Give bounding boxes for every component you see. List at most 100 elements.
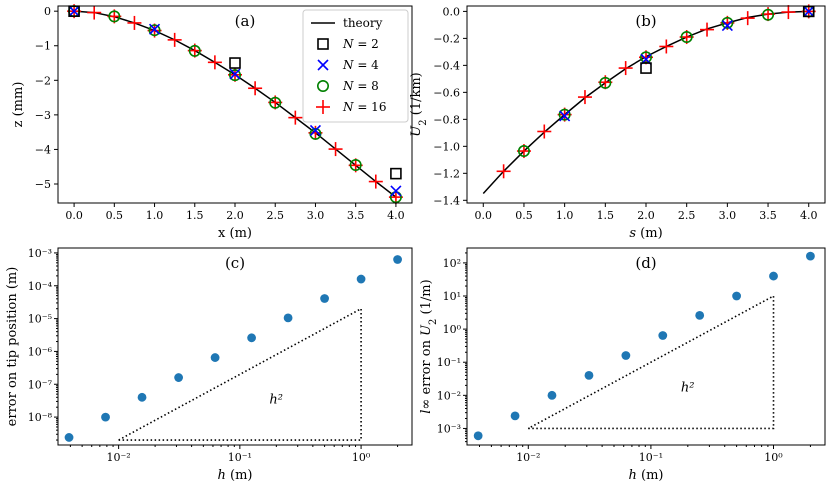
data-point <box>368 174 383 189</box>
marker-stroke <box>721 19 733 32</box>
slope-triangle <box>118 307 362 441</box>
series-plus <box>496 4 816 179</box>
data-point <box>537 124 552 139</box>
data-point <box>496 164 511 179</box>
axes-frame <box>466 5 826 204</box>
axes-frame <box>57 247 413 446</box>
y-tick-label: 10⁻³ <box>437 422 461 435</box>
legend-label: theory <box>343 16 383 30</box>
data-point <box>64 433 74 442</box>
data-point <box>108 10 121 23</box>
marker-stroke <box>229 68 241 80</box>
data-point <box>658 331 668 340</box>
label-part: (m) <box>637 468 664 483</box>
y-tick-label: 10² <box>443 257 461 270</box>
data-point <box>473 431 483 441</box>
data-point <box>328 142 343 157</box>
x-tick-label: 2.0 <box>226 209 244 222</box>
label-part: = 2 <box>354 37 379 51</box>
data-point <box>806 251 815 261</box>
y-tick-label: −1.2 <box>433 167 460 180</box>
marker-stroke <box>390 185 402 197</box>
y-tick-label: −4 <box>35 143 51 156</box>
data-point <box>148 23 161 35</box>
label-part: N <box>342 100 354 114</box>
x-tick-label: 4.0 <box>387 209 405 222</box>
label-part: h <box>629 468 637 483</box>
label-part: U <box>409 125 424 137</box>
data-point <box>229 68 241 80</box>
data-point <box>188 44 201 57</box>
slope-label: h² <box>681 380 695 395</box>
x-tick-label: 3.0 <box>719 209 737 222</box>
data-point <box>577 90 592 105</box>
panel-label: (b) <box>635 12 656 30</box>
panel-label: (d) <box>635 254 656 272</box>
marker-stroke <box>803 5 815 17</box>
label-part: (m) <box>226 468 253 483</box>
y-tick-label: 10⁰ <box>443 323 462 336</box>
data-point <box>288 110 303 125</box>
data-point <box>618 61 633 76</box>
label-part: (1/km) <box>409 72 424 119</box>
data-point <box>229 69 242 82</box>
data-point <box>167 32 182 47</box>
data-point <box>283 313 293 323</box>
data-point <box>547 390 557 400</box>
x-tick-label: 10⁰ <box>764 451 783 464</box>
label-part: (m) <box>636 226 663 241</box>
data-point <box>309 124 322 136</box>
x-axis-label: x (m) <box>218 226 252 241</box>
legend-label: N = 4 <box>342 58 379 72</box>
y-tick-label: 10⁻² <box>437 389 461 402</box>
y-tick-label: 10⁻⁶ <box>28 345 53 358</box>
data-point <box>269 96 282 109</box>
y-axis-label: z (mm) <box>11 82 26 128</box>
x-tick-label: 1.5 <box>186 209 204 222</box>
data-point <box>769 271 778 281</box>
data-point <box>559 110 571 122</box>
y-tick-label: 10⁻³ <box>28 247 52 260</box>
y-tick-label: −0.4 <box>433 59 460 72</box>
x-tick-label: 10⁰ <box>352 451 371 464</box>
data-point <box>700 22 715 37</box>
data-point <box>127 15 142 30</box>
x-tick-label: 4.0 <box>800 209 818 222</box>
x-tick-label: 0.5 <box>106 209 124 222</box>
y-tick-label: −1.0 <box>433 140 460 153</box>
data-point <box>621 351 631 360</box>
data-point <box>247 333 256 343</box>
panel-label: (c) <box>225 254 245 272</box>
x-tick-label: 3.5 <box>347 209 365 222</box>
label-part: l <box>419 410 434 414</box>
data-point <box>781 5 796 20</box>
legend-marker <box>317 38 329 50</box>
y-tick-label: 10⁻⁸ <box>28 411 53 424</box>
panel-label: (a) <box>235 12 256 30</box>
label-part: s <box>629 226 636 241</box>
series-x <box>559 5 815 122</box>
series-x <box>68 5 402 197</box>
marker-stroke <box>309 124 322 136</box>
panel-d: h² 10⁻² 10⁻¹ 10⁰ 10⁻³ 10⁻² 10⁻¹ 10⁰ 10¹ 10² (d) h (… <box>419 247 826 483</box>
x-tick-label: 10⁻¹ <box>639 451 663 464</box>
legend-marker <box>317 59 329 71</box>
legend-label: N = 2 <box>342 37 379 51</box>
legend-box <box>302 9 409 123</box>
data-point <box>309 127 322 140</box>
y-axis-label: error on tip position (m) <box>5 267 20 427</box>
data-point <box>659 39 674 54</box>
y-tick-label: −3 <box>35 109 51 122</box>
panel-a: 0.0 0.5 1.0 1.5 2.0 2.5 3.0 3.5 4.0 0 −1 −2 −3 −4 −5 (a… <box>11 4 413 241</box>
series-circle <box>517 5 815 158</box>
y-tick-label: −1.4 <box>433 194 460 207</box>
x-tick-label: 3.5 <box>759 209 777 222</box>
data-point <box>68 5 80 17</box>
y-tick-label: 10⁻⁴ <box>28 280 53 293</box>
x-tick-label: 1.0 <box>556 209 574 222</box>
y-tick-label: 0.0 <box>443 5 461 18</box>
data-point <box>210 353 220 362</box>
y-tick-label: −0.2 <box>433 32 460 45</box>
